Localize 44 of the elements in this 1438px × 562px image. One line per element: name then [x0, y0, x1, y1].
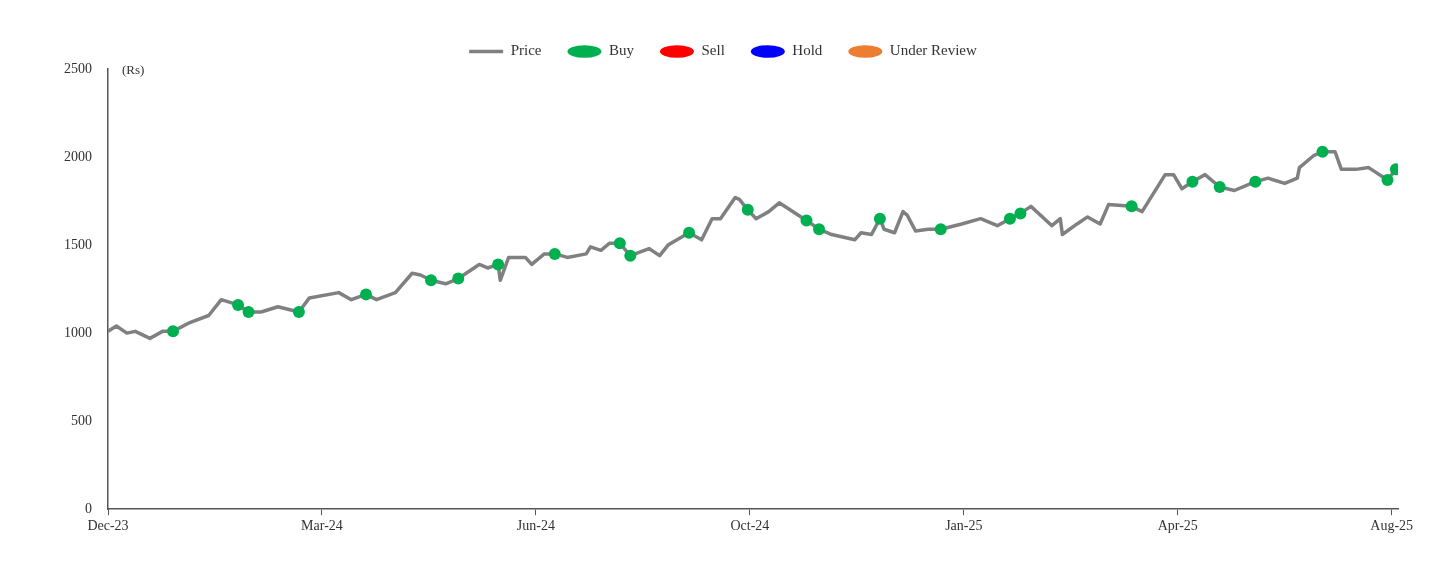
point — [624, 249, 637, 262]
point — [1125, 200, 1138, 213]
point — [800, 214, 813, 227]
point — [1014, 207, 1027, 220]
point — [1186, 175, 1199, 188]
point — [242, 305, 255, 318]
legend-label: Price — [510, 42, 542, 59]
point — [1003, 212, 1016, 225]
legend-label: Buy — [608, 42, 635, 59]
x-tick-label: Jan-25 — [945, 518, 983, 534]
point — [741, 203, 754, 216]
point — [613, 237, 626, 250]
point — [873, 212, 886, 225]
legend-label: Under Review — [889, 42, 978, 59]
point — [232, 298, 245, 311]
y-tick-label: 1000 — [64, 324, 92, 340]
point — [425, 274, 438, 287]
legend-label: Hold — [792, 42, 823, 59]
y-tick-label: 0 — [85, 500, 92, 516]
y-axis-title: (Rs) — [122, 62, 145, 78]
x-tick-label: Dec-23 — [87, 518, 129, 534]
point — [683, 226, 696, 239]
point — [548, 247, 561, 260]
point — [1381, 173, 1394, 186]
point — [292, 305, 305, 318]
point — [1249, 175, 1262, 188]
point — [492, 258, 505, 271]
y-tick-label: 1500 — [64, 236, 92, 252]
point — [360, 288, 372, 301]
x-tick-label: Oct-24 — [730, 518, 770, 534]
point — [167, 325, 180, 338]
point — [1316, 145, 1329, 158]
point — [452, 272, 465, 285]
legend-label: Sell — [701, 42, 725, 59]
x-tick-label: Aug-25 — [1370, 518, 1414, 534]
x-tick-label: Mar-24 — [301, 518, 343, 534]
y-tick-label: 2000 — [64, 148, 92, 164]
point — [934, 223, 947, 236]
x-tick-label: Jun-24 — [516, 518, 555, 534]
point — [1213, 180, 1226, 193]
y-tick-label: 2500 — [64, 60, 92, 76]
point — [813, 223, 826, 236]
y-tick-label: 500 — [71, 412, 92, 428]
x-tick-label: Apr-25 — [1157, 518, 1198, 534]
